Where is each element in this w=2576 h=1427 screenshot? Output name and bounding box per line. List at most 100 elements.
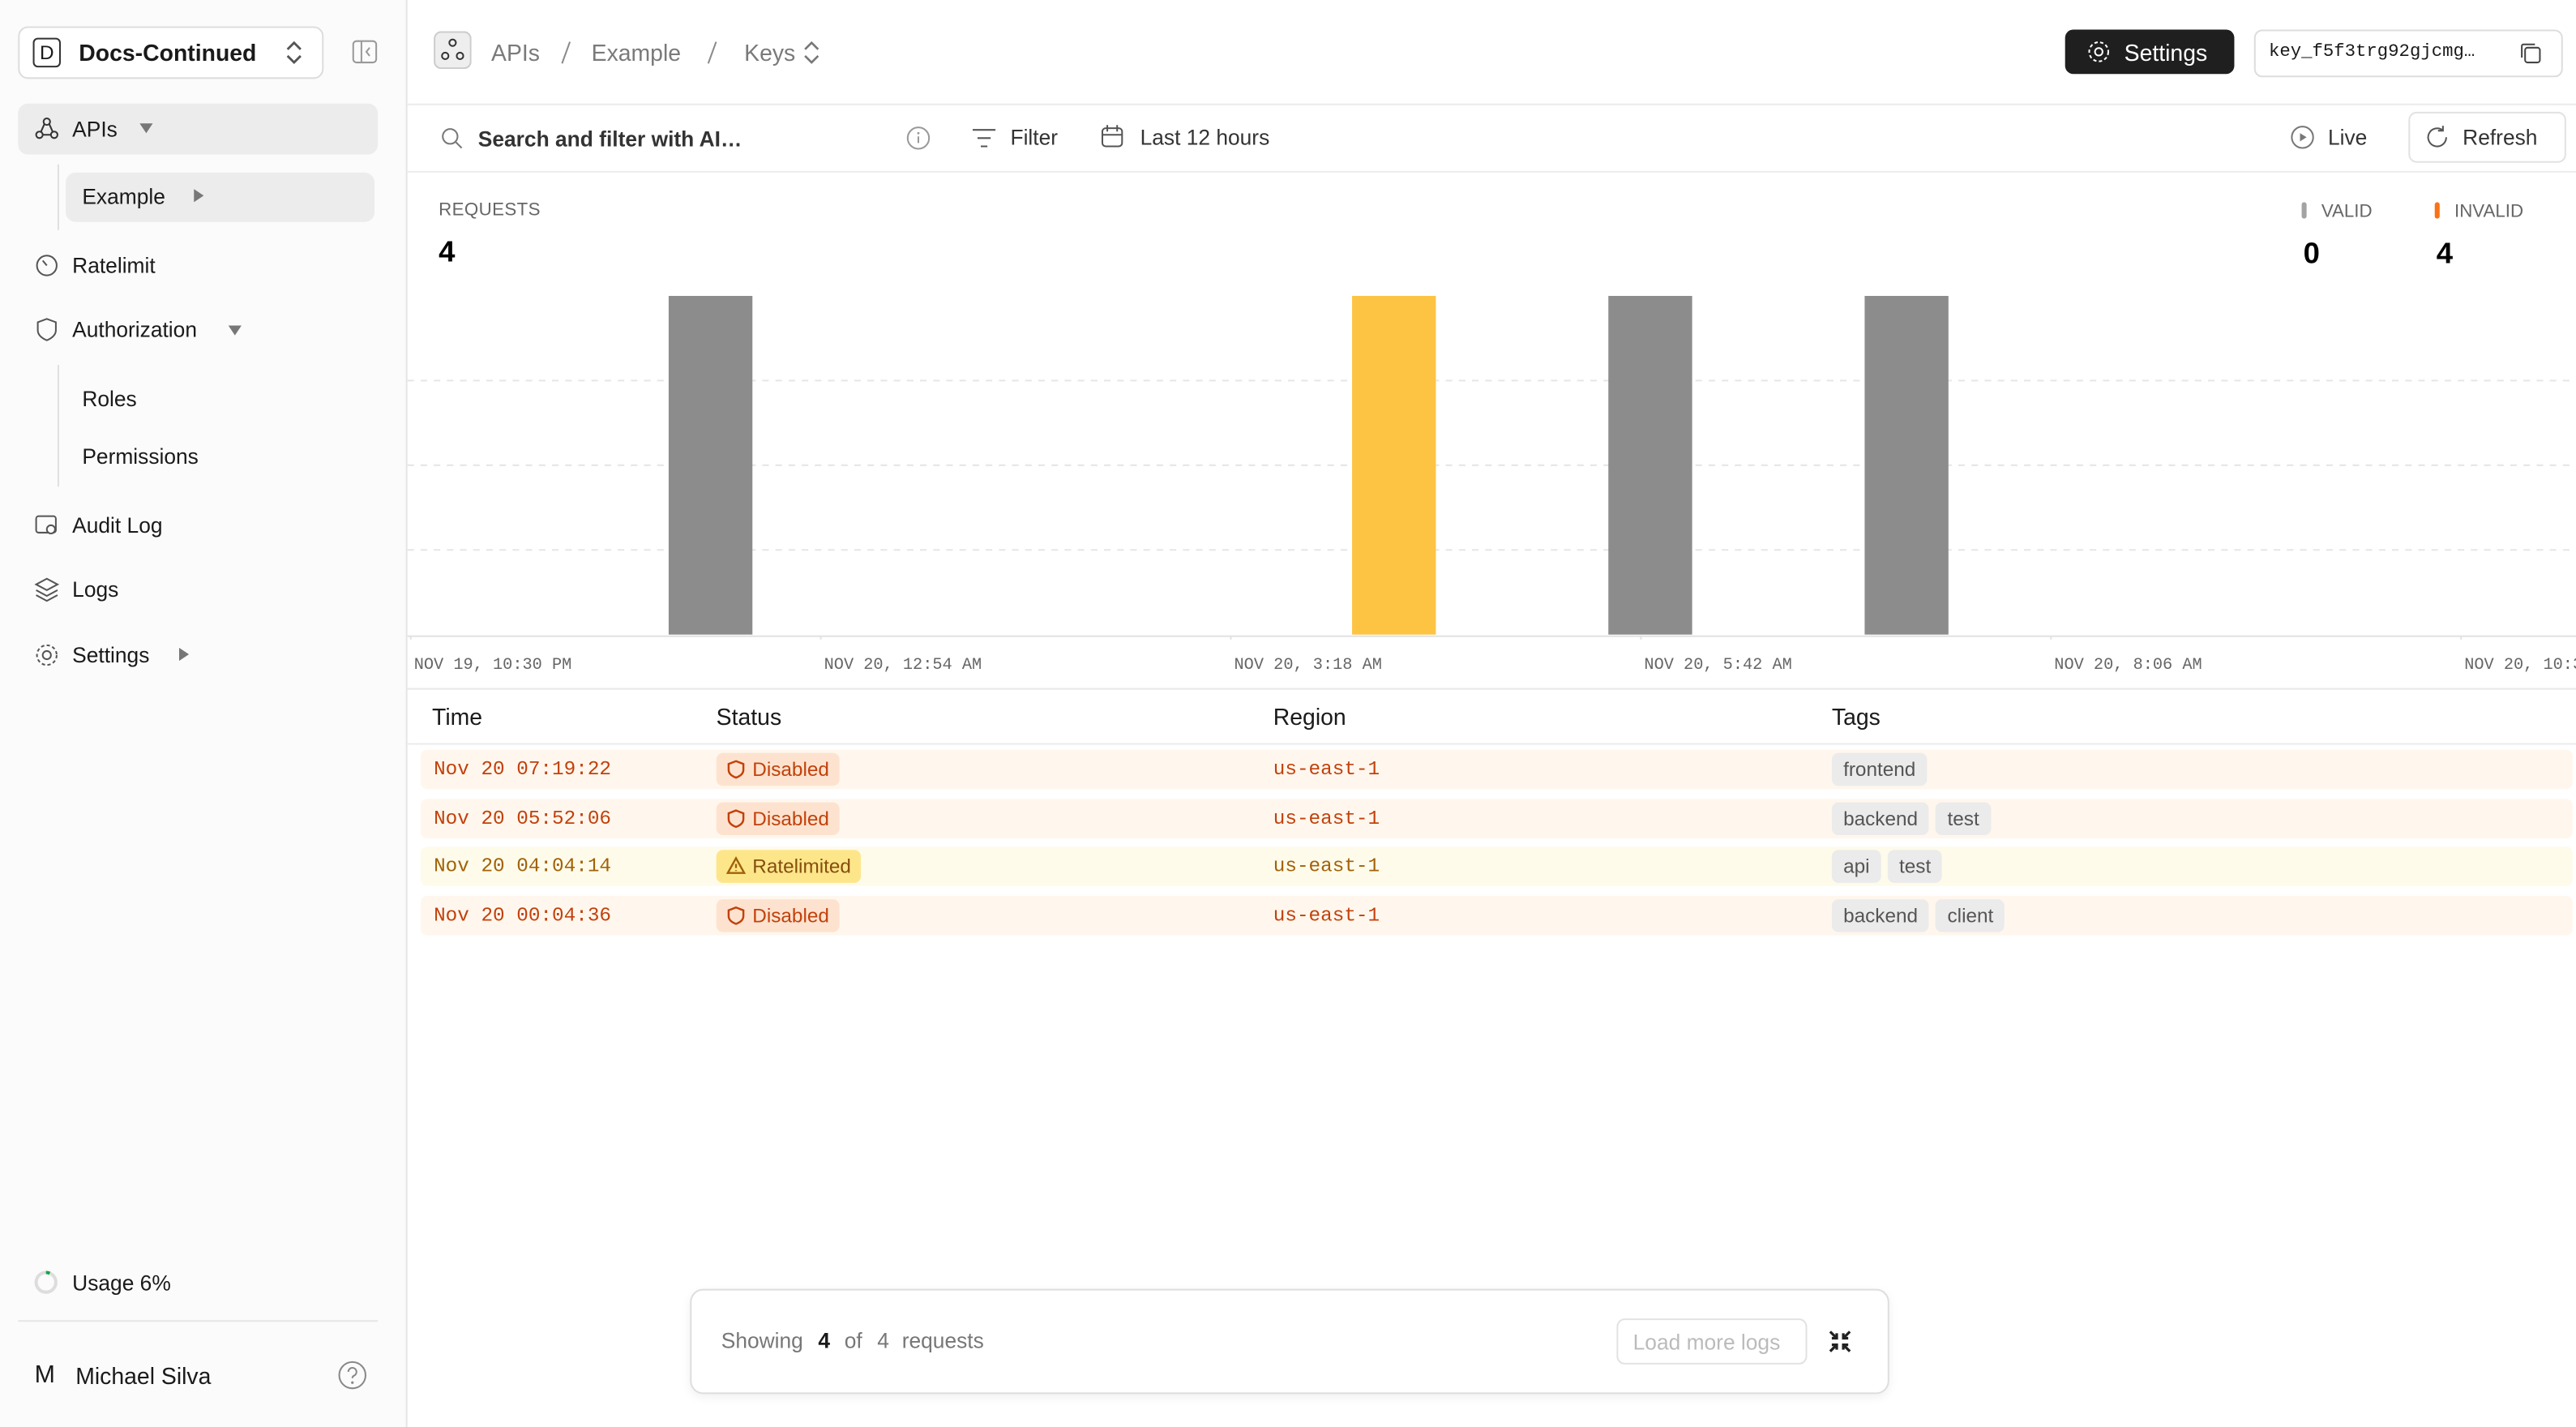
filter-button[interactable]: Filter: [1010, 125, 1059, 150]
chevrons: [286, 41, 302, 65]
status-badge: Ratelimited: [716, 850, 862, 884]
chevrons: [804, 41, 819, 64]
collapse-sidebar[interactable]: [352, 40, 378, 64]
settings-label: Settings: [2124, 39, 2208, 66]
toolbar: Search and filter with AI… Filter Last 1…: [407, 105, 2576, 173]
nav-item-selected[interactable]: [18, 103, 379, 155]
log-row[interactable]: Nov 20 05:52:06 Disabled us-east-1 backend t…: [420, 798, 2573, 838]
nav-authorization[interactable]: Authorization: [72, 317, 197, 342]
caret: [139, 123, 153, 134]
help[interactable]: [336, 1360, 368, 1391]
icon-shape: [727, 760, 745, 779]
search-icon: [442, 128, 463, 149]
refresh-button[interactable]: Refresh: [2408, 111, 2566, 163]
nav-ratelimit[interactable]: Ratelimit: [72, 253, 156, 278]
x-tick-label: NOV 20, 8:06 AM: [2054, 656, 2202, 675]
refresh-icon: [2427, 126, 2447, 148]
legend-swatch: [2434, 202, 2440, 219]
icon-shape: [727, 808, 745, 828]
time: Nov 20 00:04:36: [434, 903, 612, 928]
apis-icon: [35, 117, 58, 139]
settings-button[interactable]: Settings: [2065, 29, 2235, 75]
user-name[interactable]: Michael Silva: [75, 1362, 212, 1390]
x-tick-label: NOV 19, 10:30 PM: [414, 656, 572, 675]
caret: [228, 325, 242, 336]
bar: [1864, 295, 1949, 635]
icon-shape: [727, 906, 745, 925]
ai-info[interactable]: [905, 125, 931, 151]
legend-count: 0: [2304, 236, 2320, 269]
calendar-icon: [1101, 125, 1123, 148]
status-icon: [727, 808, 745, 828]
time-range[interactable]: Last 12 hours: [1140, 125, 1270, 150]
breadcrumb[interactable]: Example: [591, 39, 682, 66]
legend-count: 4: [2437, 236, 2454, 269]
header-divider: [407, 743, 2576, 745]
audit-icon: [35, 515, 57, 534]
x-tick-label: NOV 20, 12:54 AM: [824, 656, 982, 675]
status-badge: Disabled: [716, 801, 840, 835]
bar: [1352, 295, 1436, 635]
nav-logs[interactable]: Logs: [72, 576, 119, 602]
load-more-button[interactable]: Load more logs: [1616, 1318, 1808, 1365]
x-tick-label: NOV 20, 10:30 AM: [2464, 656, 2576, 675]
key-text: key_f5f3trg92gjcmg…: [2269, 42, 2475, 63]
divider: [18, 1320, 379, 1322]
region: us-east-1: [1273, 903, 1380, 928]
region: us-east-1: [1273, 806, 1380, 830]
refresh-label: Refresh: [2463, 125, 2538, 150]
x-tick-label: NOV 20, 5:42 AM: [1644, 656, 1791, 675]
minimize[interactable]: [1829, 1330, 1851, 1352]
x-tick-label: NOV 20, 3:18 AM: [1235, 656, 1382, 675]
workspace-switcher[interactable]: D Docs-Continued: [18, 26, 324, 79]
log-row[interactable]: Nov 20 00:04:36 Disabled us-east-1 backend c…: [420, 895, 2573, 936]
breadcrumb[interactable]: Keys: [744, 39, 796, 66]
sidebar: D Docs-Continued APIs Example Ratelimit …: [0, 0, 408, 1427]
nav-permissions[interactable]: Permissions: [82, 444, 199, 469]
column-header: Tags: [1831, 703, 1881, 731]
nav-subitem-selected[interactable]: [66, 172, 375, 222]
tag: api: [1831, 850, 1881, 884]
breadcrumb[interactable]: APIs: [491, 39, 540, 66]
nav-example[interactable]: Example: [82, 184, 165, 209]
status-icon: [725, 856, 747, 875]
nav-apis[interactable]: APIs: [72, 116, 118, 142]
legend-label: VALID: [2321, 201, 2373, 221]
status-badge: Disabled: [716, 752, 840, 786]
icon-shape: [725, 856, 747, 875]
log-row[interactable]: Nov 20 07:19:22 Disabled us-east-1 frontend: [420, 749, 2573, 790]
live-button[interactable]: Live: [2327, 125, 2368, 150]
chart-title: REQUESTS: [439, 199, 541, 220]
tag: test: [1887, 850, 1943, 884]
key-id[interactable]: key_f5f3trg92gjcmg…: [2253, 29, 2563, 78]
logs-icon: [34, 577, 59, 602]
status-badge: Disabled: [716, 898, 840, 932]
search-input[interactable]: Search and filter with AI…: [477, 126, 742, 152]
caret: [194, 189, 204, 203]
tag: test: [1936, 801, 1991, 835]
nav-roles[interactable]: Roles: [82, 386, 137, 411]
nav-settings[interactable]: Settings: [72, 642, 150, 668]
time: Nov 20 04:04:14: [434, 855, 612, 879]
status-icon: [727, 760, 745, 779]
log-row[interactable]: Nov 20 04:04:14 Ratelimited us-east-1 api te…: [420, 846, 2573, 887]
workspace-initial: D: [32, 37, 61, 68]
tree-line: [57, 164, 59, 230]
region: us-east-1: [1273, 855, 1380, 879]
api-badge: [434, 31, 472, 70]
caret: [178, 647, 190, 662]
nav-audit-log[interactable]: Audit Log: [72, 512, 163, 538]
authorization-icon: [36, 318, 57, 341]
tag: backend: [1831, 801, 1930, 835]
copy[interactable]: [2518, 41, 2543, 66]
header: APIs Example Keys: [407, 0, 2576, 105]
ratelimit-icon: [36, 255, 58, 276]
usage: Usage 6%: [72, 1271, 171, 1296]
gear: [2088, 41, 2110, 62]
column-header: Time: [432, 703, 483, 731]
time: Nov 20 07:19:22: [434, 757, 612, 782]
unit-label: requests: [901, 1328, 984, 1353]
